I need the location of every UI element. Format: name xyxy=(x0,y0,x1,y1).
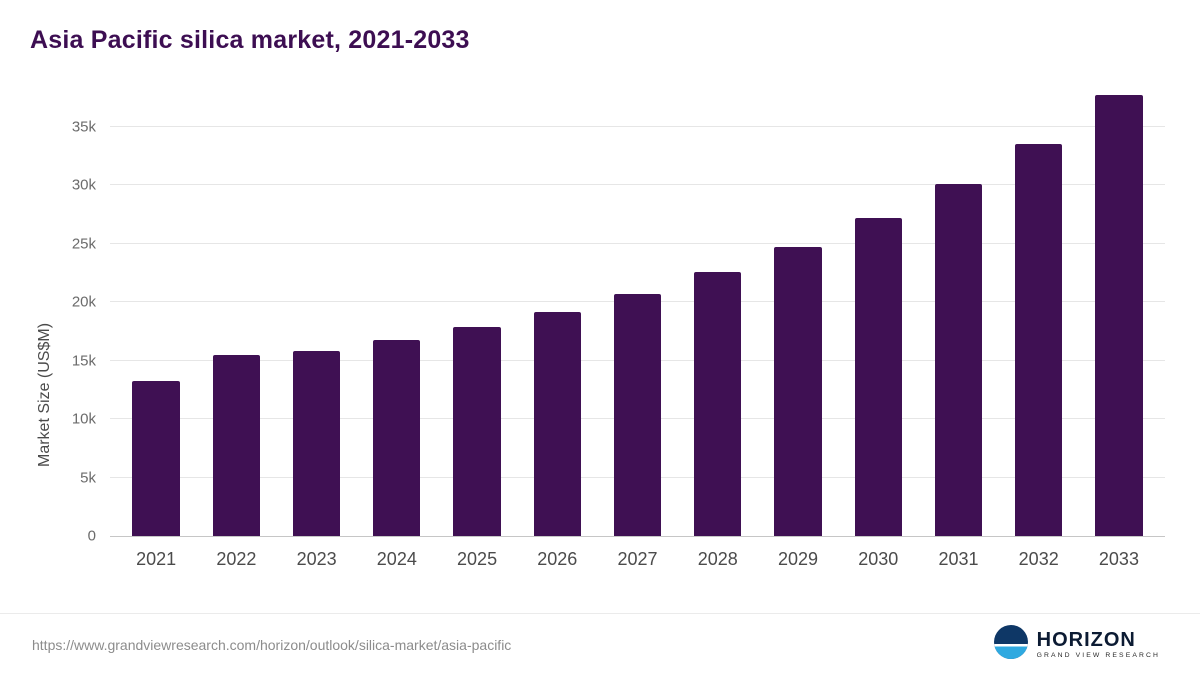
bar-2022 xyxy=(212,354,261,536)
y-tick-label: 15k xyxy=(71,352,96,370)
source-url: https://www.grandviewresearch.com/horizo… xyxy=(32,636,512,653)
bar-2025 xyxy=(453,326,501,536)
bar-slot xyxy=(918,184,998,536)
x-tick-label: 2025 xyxy=(457,549,498,569)
plot-column: 0 5k 10k 15k 20k 25k 30k 35k 2021 2022 2023 2024 20… xyxy=(62,87,1165,613)
bar-2023 xyxy=(292,351,341,536)
x-tick-label: 2028 xyxy=(697,549,738,569)
x-tick-label: 2022 xyxy=(216,549,257,569)
x-tick-label: 2026 xyxy=(537,549,578,569)
x-tick-label: 2030 xyxy=(858,549,899,569)
bar-2030 xyxy=(854,218,902,536)
y-tick-label: 5k xyxy=(80,469,96,487)
x-tick-label: 2023 xyxy=(296,549,337,569)
y-axis-title: Market Size (US$M) xyxy=(36,322,53,468)
logo-name: HORIZON xyxy=(1036,628,1136,651)
x-tick-label: 2031 xyxy=(938,549,979,569)
bar-slot xyxy=(597,294,677,536)
x-tick-label: 2029 xyxy=(777,549,819,569)
bar-2033 xyxy=(1095,95,1143,536)
x-tick-label: 2024 xyxy=(376,549,417,569)
horizon-logo-icon xyxy=(993,625,1028,664)
bar-slot xyxy=(276,351,356,536)
bar-slot xyxy=(116,380,196,536)
bar-2026 xyxy=(533,311,581,536)
bar-2029 xyxy=(774,247,822,536)
bar-slot xyxy=(678,271,758,536)
y-tick-label: 20k xyxy=(71,293,96,311)
x-tick-label: 2027 xyxy=(617,549,658,569)
x-tick-label: 2032 xyxy=(1018,549,1059,569)
horizon-logo: HORIZON GRAND VIEW RESEARCH xyxy=(993,625,1160,664)
bar-slot xyxy=(357,339,437,536)
logo-subtitle: GRAND VIEW RESEARCH xyxy=(1036,651,1160,659)
bar-2031 xyxy=(934,184,983,536)
y-tick-label: 30k xyxy=(71,176,96,194)
y-tick-label: 0 xyxy=(87,527,96,545)
y-tick-label: 10k xyxy=(71,410,96,428)
bar-chart: Market Size (US$M) 0 5k 10k 15k 20k 25k 30k 35k… xyxy=(0,61,1200,613)
gridline xyxy=(110,184,1165,186)
header: Asia Pacific silica market, 2021-2033 xyxy=(0,0,1200,61)
x-tick-label: 2033 xyxy=(1098,549,1139,569)
bar-slot xyxy=(517,311,597,536)
gridline xyxy=(110,125,1165,127)
bar-2021 xyxy=(132,380,180,536)
y-tick-label: 35k xyxy=(71,118,96,136)
bars-layer xyxy=(110,87,1165,536)
bar-slot xyxy=(196,354,276,536)
bar-2027 xyxy=(613,294,662,536)
bar-slot xyxy=(999,144,1079,536)
gridline xyxy=(110,242,1165,244)
x-axis-labels: 2021 2022 2023 2024 2025 2026 2027 2028 2029 2030… xyxy=(110,549,1165,570)
bar-2032 xyxy=(1015,144,1063,536)
bar-slot xyxy=(1079,95,1159,536)
x-tick-label: 2021 xyxy=(136,549,177,569)
logo-text: HORIZON GRAND VIEW RESEARCH xyxy=(1037,630,1160,660)
bar-2028 xyxy=(694,271,742,536)
bar-slot xyxy=(838,218,918,536)
bar-2024 xyxy=(373,339,421,536)
bar-slot xyxy=(437,326,517,536)
bar-slot xyxy=(758,247,838,536)
footer: https://www.grandviewresearch.com/horizo… xyxy=(0,613,1200,675)
y-tick-label: 25k xyxy=(71,235,96,253)
chart-title: Asia Pacific silica market, 2021-2033 xyxy=(30,26,470,54)
plot-area: 0 5k 10k 15k 20k 25k 30k 35k xyxy=(72,87,1165,545)
